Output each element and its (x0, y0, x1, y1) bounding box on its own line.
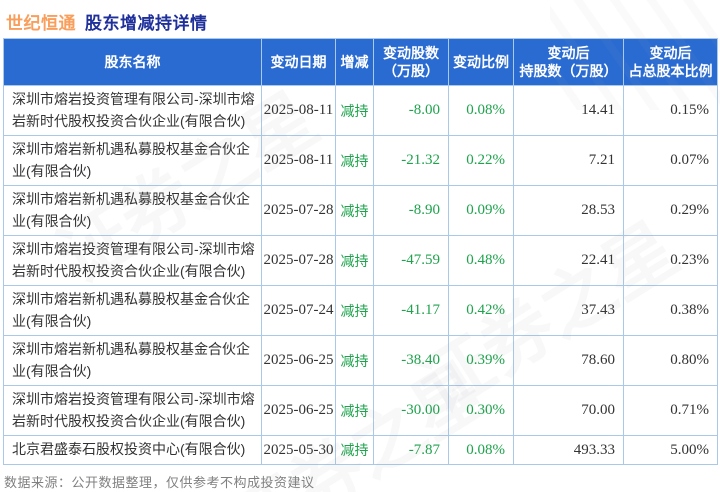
cell-change-shares: -30.00 (373, 385, 449, 436)
table-header-row: 股东名称 变动日期 增减 变动股数 （万股） 变动比例 变动后 持股数（万股） … (3, 38, 718, 86)
cell-ratio-after: 0.07% (623, 135, 718, 186)
cell-action: 减持 (335, 85, 374, 136)
cell-ratio-after: 0.15% (623, 85, 718, 136)
col-header-change-shares: 变动股数 （万股） (373, 38, 449, 86)
table-row: 深圳市熔岩新机遇私募股权基金合伙企业(有限合伙) 2025-06-25 减持 -… (3, 335, 718, 386)
cell-change-date: 2025-08-11 (261, 135, 336, 186)
table-row: 深圳市熔岩新机遇私募股权基金合伙企业(有限合伙) 2025-07-28 减持 -… (3, 185, 718, 236)
col-header-change-ratio: 变动比例 (448, 38, 514, 86)
cell-shares-after: 78.60 (513, 335, 624, 386)
cell-shares-after: 493.33 (513, 435, 624, 465)
col-header-shareholder-name: 股东名称 (3, 38, 262, 86)
cell-change-ratio: 0.09% (448, 185, 514, 236)
cell-shareholder-name: 北京君盛泰石股权投资中心(有限合伙) (3, 435, 262, 465)
cell-shareholder-name: 深圳市熔岩投资管理有限公司-深圳市熔岩新时代股权投资合伙企业(有限合伙) (3, 385, 262, 436)
cell-change-date: 2025-05-30 (261, 435, 336, 465)
cell-change-shares: -21.32 (373, 135, 449, 186)
cell-ratio-after: 0.29% (623, 185, 718, 236)
cell-change-shares: -7.87 (373, 435, 449, 465)
cell-change-date: 2025-06-25 (261, 385, 336, 436)
cell-shares-after: 70.00 (513, 385, 624, 436)
cell-change-shares: -38.40 (373, 335, 449, 386)
table-row: 深圳市熔岩投资管理有限公司-深圳市熔岩新时代股权投资合伙企业(有限合伙) 202… (3, 85, 718, 136)
cell-change-ratio: 0.08% (448, 435, 514, 465)
table-row: 深圳市熔岩投资管理有限公司-深圳市熔岩新时代股权投资合伙企业(有限合伙) 202… (3, 385, 718, 436)
cell-shares-after: 22.41 (513, 235, 624, 286)
page-title: 世纪恒通 股东增减持详情 (0, 0, 720, 38)
cell-shareholder-name: 深圳市熔岩新机遇私募股权基金合伙企业(有限合伙) (3, 285, 262, 336)
cell-action: 减持 (335, 235, 374, 286)
cell-change-ratio: 0.48% (448, 235, 514, 286)
cell-shareholder-name: 深圳市熔岩新机遇私募股权基金合伙企业(有限合伙) (3, 135, 262, 186)
shareholder-changes-table: 股东名称 变动日期 增减 变动股数 （万股） 变动比例 变动后 持股数（万股） … (3, 38, 718, 465)
cell-shares-after: 28.53 (513, 185, 624, 236)
table-row: 深圳市熔岩新机遇私募股权基金合伙企业(有限合伙) 2025-08-11 减持 -… (3, 135, 718, 186)
cell-shares-after: 7.21 (513, 135, 624, 186)
cell-change-ratio: 0.39% (448, 335, 514, 386)
cell-change-date: 2025-07-28 (261, 185, 336, 236)
cell-change-shares: -41.17 (373, 285, 449, 336)
cell-ratio-after: 5.00% (623, 435, 718, 465)
cell-ratio-after: 0.71% (623, 385, 718, 436)
cell-action: 减持 (335, 135, 374, 186)
cell-change-date: 2025-08-11 (261, 85, 336, 136)
cell-change-date: 2025-07-24 (261, 285, 336, 336)
cell-change-shares: -8.00 (373, 85, 449, 136)
cell-ratio-after: 0.38% (623, 285, 718, 336)
cell-ratio-after: 0.80% (623, 335, 718, 386)
cell-change-shares: -8.90 (373, 185, 449, 236)
cell-shareholder-name: 深圳市熔岩新机遇私募股权基金合伙企业(有限合伙) (3, 185, 262, 236)
col-header-shares-after: 变动后 持股数（万股） (513, 38, 624, 86)
col-header-change-date: 变动日期 (261, 38, 336, 86)
cell-change-shares: -47.59 (373, 235, 449, 286)
cell-action: 减持 (335, 285, 374, 336)
cell-change-ratio: 0.22% (448, 135, 514, 186)
col-header-ratio-after: 变动后 占总股本比例 (623, 38, 718, 86)
cell-shareholder-name: 深圳市熔岩新机遇私募股权基金合伙企业(有限合伙) (3, 335, 262, 386)
data-source-note: 数据来源：公开数据整理，仅供参考不构成投资建议 (4, 475, 315, 490)
cell-change-ratio: 0.30% (448, 385, 514, 436)
cell-action: 减持 (335, 335, 374, 386)
cell-change-ratio: 0.42% (448, 285, 514, 336)
table-body: 深圳市熔岩投资管理有限公司-深圳市熔岩新时代股权投资合伙企业(有限合伙) 202… (3, 85, 718, 465)
cell-action: 减持 (335, 185, 374, 236)
table-row: 深圳市熔岩投资管理有限公司-深圳市熔岩新时代股权投资合伙企业(有限合伙) 202… (3, 235, 718, 286)
cell-shares-after: 37.43 (513, 285, 624, 336)
col-header-action: 增减 (335, 38, 374, 86)
cell-change-date: 2025-06-25 (261, 335, 336, 386)
cell-ratio-after: 0.23% (623, 235, 718, 286)
table-row: 北京君盛泰石股权投资中心(有限合伙) 2025-05-30 减持 -7.87 0… (3, 435, 718, 465)
cell-action: 减持 (335, 435, 374, 465)
report-title: 股东增减持详情 (85, 14, 208, 33)
cell-change-ratio: 0.08% (448, 85, 514, 136)
cell-shares-after: 14.41 (513, 85, 624, 136)
table-row: 深圳市熔岩新机遇私募股权基金合伙企业(有限合伙) 2025-07-24 减持 -… (3, 285, 718, 336)
cell-shareholder-name: 深圳市熔岩投资管理有限公司-深圳市熔岩新时代股权投资合伙企业(有限合伙) (3, 85, 262, 136)
cell-shareholder-name: 深圳市熔岩投资管理有限公司-深圳市熔岩新时代股权投资合伙企业(有限合伙) (3, 235, 262, 286)
stock-name: 世纪恒通 (6, 14, 76, 33)
cell-action: 减持 (335, 385, 374, 436)
cell-change-date: 2025-07-28 (261, 235, 336, 286)
